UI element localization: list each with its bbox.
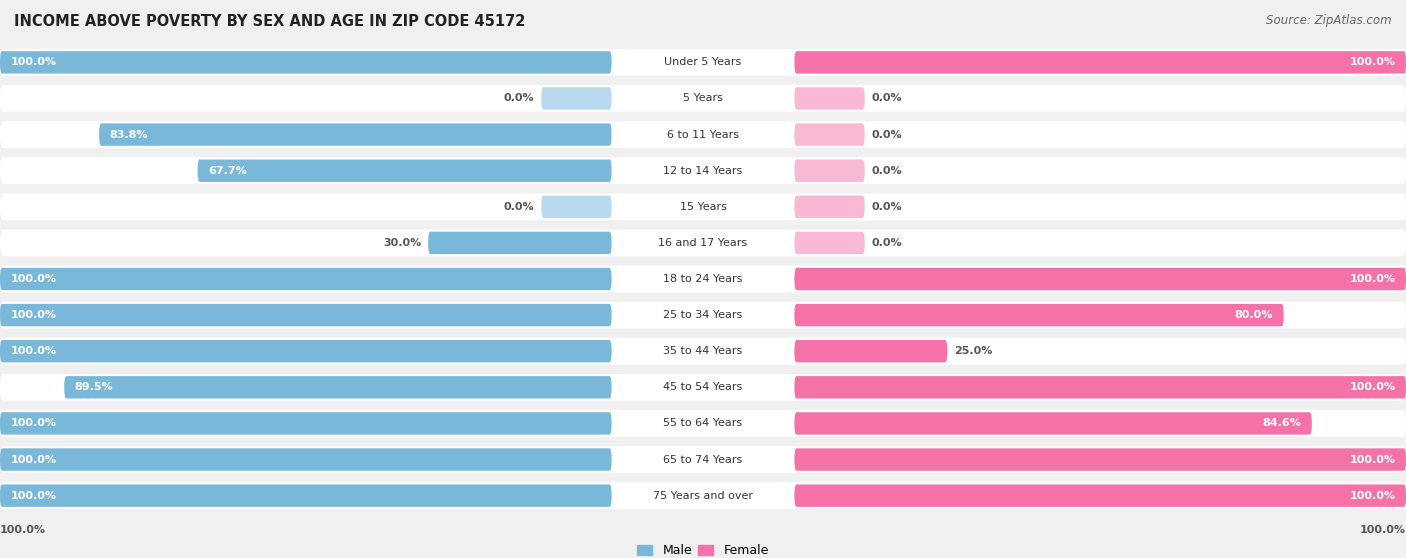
FancyBboxPatch shape bbox=[0, 446, 1406, 473]
FancyBboxPatch shape bbox=[794, 196, 865, 218]
FancyBboxPatch shape bbox=[198, 160, 612, 182]
FancyBboxPatch shape bbox=[0, 268, 612, 290]
FancyBboxPatch shape bbox=[0, 412, 612, 435]
Text: 18 to 24 Years: 18 to 24 Years bbox=[664, 274, 742, 284]
Text: 100.0%: 100.0% bbox=[1350, 455, 1395, 464]
Text: 67.7%: 67.7% bbox=[208, 166, 247, 176]
Text: 100.0%: 100.0% bbox=[1350, 382, 1395, 392]
Text: Source: ZipAtlas.com: Source: ZipAtlas.com bbox=[1267, 14, 1392, 27]
FancyBboxPatch shape bbox=[0, 304, 612, 326]
Text: 16 and 17 Years: 16 and 17 Years bbox=[658, 238, 748, 248]
FancyBboxPatch shape bbox=[0, 157, 1406, 184]
FancyBboxPatch shape bbox=[0, 49, 1406, 76]
FancyBboxPatch shape bbox=[794, 340, 948, 362]
Text: 0.0%: 0.0% bbox=[503, 94, 534, 103]
FancyBboxPatch shape bbox=[794, 448, 1406, 471]
Text: 100.0%: 100.0% bbox=[1350, 274, 1395, 284]
FancyBboxPatch shape bbox=[98, 123, 612, 146]
Text: 25 to 34 Years: 25 to 34 Years bbox=[664, 310, 742, 320]
FancyBboxPatch shape bbox=[0, 338, 1406, 364]
FancyBboxPatch shape bbox=[541, 196, 612, 218]
Text: 25.0%: 25.0% bbox=[955, 346, 993, 356]
FancyBboxPatch shape bbox=[794, 412, 1312, 435]
Text: 100.0%: 100.0% bbox=[10, 346, 56, 356]
Text: 100.0%: 100.0% bbox=[10, 418, 56, 429]
Text: 75 Years and over: 75 Years and over bbox=[652, 490, 754, 501]
Text: 100.0%: 100.0% bbox=[0, 525, 46, 535]
Text: 100.0%: 100.0% bbox=[10, 57, 56, 68]
FancyBboxPatch shape bbox=[0, 194, 1406, 220]
FancyBboxPatch shape bbox=[0, 482, 1406, 509]
Text: 84.6%: 84.6% bbox=[1263, 418, 1302, 429]
FancyBboxPatch shape bbox=[0, 266, 1406, 292]
Text: 65 to 74 Years: 65 to 74 Years bbox=[664, 455, 742, 464]
Text: 30.0%: 30.0% bbox=[382, 238, 422, 248]
Text: 12 to 14 Years: 12 to 14 Years bbox=[664, 166, 742, 176]
Text: 100.0%: 100.0% bbox=[1350, 490, 1395, 501]
FancyBboxPatch shape bbox=[0, 448, 612, 471]
FancyBboxPatch shape bbox=[794, 376, 1406, 398]
Text: 45 to 54 Years: 45 to 54 Years bbox=[664, 382, 742, 392]
FancyBboxPatch shape bbox=[794, 304, 1284, 326]
Text: INCOME ABOVE POVERTY BY SEX AND AGE IN ZIP CODE 45172: INCOME ABOVE POVERTY BY SEX AND AGE IN Z… bbox=[14, 14, 526, 29]
FancyBboxPatch shape bbox=[794, 268, 1406, 290]
FancyBboxPatch shape bbox=[0, 121, 1406, 148]
FancyBboxPatch shape bbox=[0, 374, 1406, 401]
Text: 6 to 11 Years: 6 to 11 Years bbox=[666, 129, 740, 140]
Text: 5 Years: 5 Years bbox=[683, 94, 723, 103]
Text: 100.0%: 100.0% bbox=[1360, 525, 1406, 535]
FancyBboxPatch shape bbox=[0, 484, 612, 507]
FancyBboxPatch shape bbox=[794, 87, 865, 110]
FancyBboxPatch shape bbox=[794, 484, 1406, 507]
Text: 15 Years: 15 Years bbox=[679, 202, 727, 212]
Text: 0.0%: 0.0% bbox=[872, 94, 903, 103]
Text: 83.8%: 83.8% bbox=[110, 129, 148, 140]
FancyBboxPatch shape bbox=[0, 340, 612, 362]
Text: 0.0%: 0.0% bbox=[503, 202, 534, 212]
Text: 100.0%: 100.0% bbox=[10, 310, 56, 320]
FancyBboxPatch shape bbox=[794, 232, 865, 254]
FancyBboxPatch shape bbox=[0, 85, 1406, 112]
FancyBboxPatch shape bbox=[0, 302, 1406, 329]
Legend: Male, Female: Male, Female bbox=[633, 540, 773, 558]
Text: 100.0%: 100.0% bbox=[10, 455, 56, 464]
Text: 89.5%: 89.5% bbox=[75, 382, 114, 392]
Text: 0.0%: 0.0% bbox=[872, 202, 903, 212]
FancyBboxPatch shape bbox=[794, 123, 865, 146]
Text: 0.0%: 0.0% bbox=[872, 238, 903, 248]
FancyBboxPatch shape bbox=[541, 87, 612, 110]
FancyBboxPatch shape bbox=[0, 51, 612, 74]
Text: 100.0%: 100.0% bbox=[10, 274, 56, 284]
Text: Under 5 Years: Under 5 Years bbox=[665, 57, 741, 68]
FancyBboxPatch shape bbox=[794, 160, 865, 182]
Text: 0.0%: 0.0% bbox=[872, 129, 903, 140]
FancyBboxPatch shape bbox=[65, 376, 612, 398]
Text: 100.0%: 100.0% bbox=[1350, 57, 1395, 68]
Text: 80.0%: 80.0% bbox=[1234, 310, 1274, 320]
Text: 35 to 44 Years: 35 to 44 Years bbox=[664, 346, 742, 356]
Text: 100.0%: 100.0% bbox=[10, 490, 56, 501]
FancyBboxPatch shape bbox=[794, 51, 1406, 74]
Text: 0.0%: 0.0% bbox=[872, 166, 903, 176]
FancyBboxPatch shape bbox=[0, 410, 1406, 437]
Text: 55 to 64 Years: 55 to 64 Years bbox=[664, 418, 742, 429]
FancyBboxPatch shape bbox=[0, 229, 1406, 256]
FancyBboxPatch shape bbox=[429, 232, 612, 254]
